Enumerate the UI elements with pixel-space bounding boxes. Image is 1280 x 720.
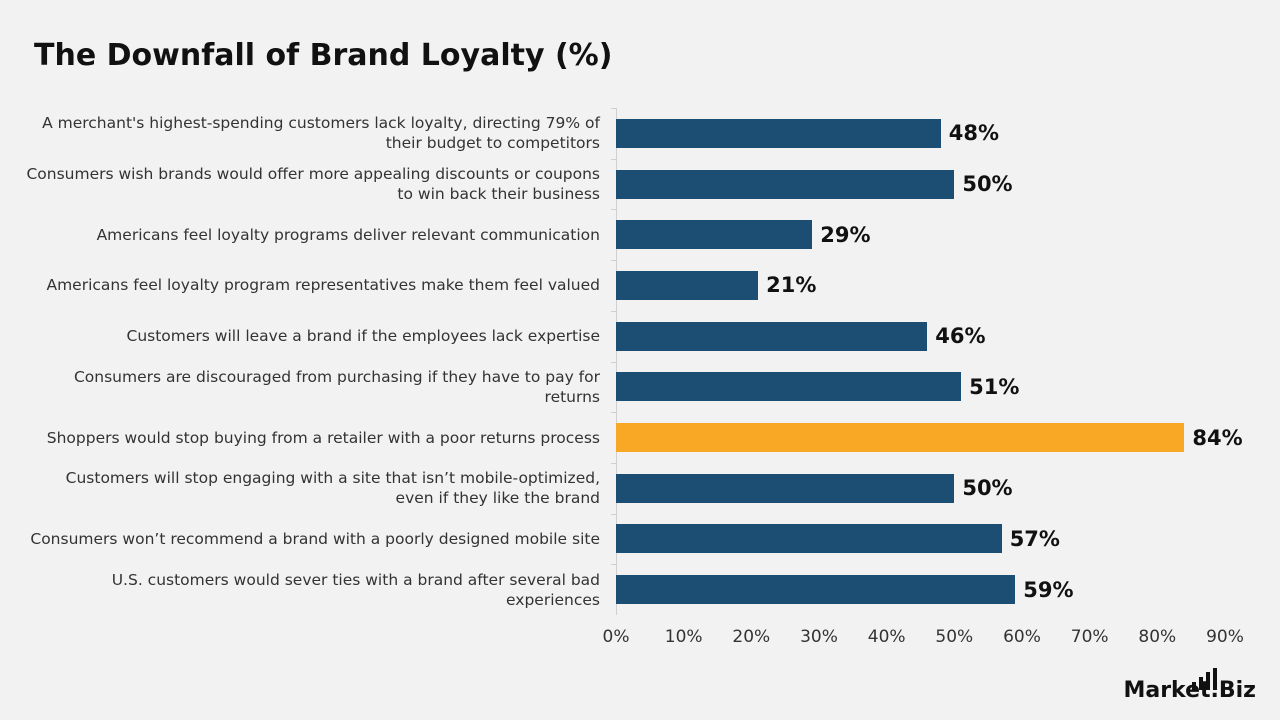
bar — [616, 372, 962, 402]
bar — [616, 220, 813, 250]
data-label: 48% — [948, 121, 1000, 146]
data-label: 84% — [1192, 425, 1243, 450]
y-tick-label: Customers will leave a brand if the empl… — [126, 327, 601, 346]
data-label: 21% — [766, 273, 817, 298]
x-tick-label: 60% — [1003, 627, 1041, 647]
data-label: 46% — [935, 324, 986, 349]
x-tick-label: 40% — [867, 627, 906, 647]
x-tick-label: 70% — [1070, 627, 1109, 647]
axis-line — [616, 108, 617, 615]
bar — [616, 524, 1002, 554]
y-tick-label: A merchant's highest-spending customers … — [42, 114, 600, 153]
data-label: 59% — [1023, 577, 1074, 602]
y-tick-label: Americans feel loyalty programs deliver … — [96, 225, 600, 244]
bar — [616, 169, 955, 199]
y-tick-label: Consumers wish brands would offer more a… — [26, 165, 600, 204]
data-label: 51% — [969, 374, 1020, 399]
tick-mark — [611, 108, 616, 109]
y-tick-label: Consumers are discouraged from purchasin… — [73, 367, 600, 406]
bar — [616, 118, 941, 148]
x-tick-label: 80% — [1138, 627, 1177, 647]
y-tick-label: U.S. customers would sever ties with a b… — [111, 570, 600, 609]
bar — [616, 473, 955, 503]
bar — [616, 575, 1016, 605]
x-tick-label: 0% — [602, 627, 630, 647]
x-tick-label: 20% — [732, 627, 771, 647]
y-tick-label: Customers will stop engaging with a site… — [65, 469, 600, 508]
tick-mark — [611, 209, 616, 211]
tick-mark — [611, 513, 616, 515]
x-tick-label: 30% — [800, 627, 838, 647]
tick-mark — [611, 462, 616, 464]
y-tick-label: Consumers won’t recommend a brand with a… — [30, 529, 600, 548]
chart-title: The Downfall of Brand Loyalty (%) — [34, 38, 613, 73]
data-label: 50% — [962, 476, 1013, 501]
logo-icon — [1192, 668, 1217, 690]
data-label: 29% — [820, 222, 871, 247]
bar — [616, 270, 759, 300]
y-tick-label: Americans feel loyalty program represent… — [46, 276, 600, 295]
tick-mark — [611, 158, 616, 160]
tick-mark — [611, 260, 616, 262]
tick-mark — [611, 310, 616, 312]
tick-mark — [611, 564, 616, 566]
x-tick-label: 10% — [664, 627, 703, 647]
logo: Market.Biz — [1123, 678, 1256, 703]
x-tick-label: 90% — [1206, 627, 1244, 647]
data-label: 50% — [962, 172, 1013, 197]
x-tick-label: 50% — [935, 627, 974, 647]
data-label: 57% — [1009, 526, 1060, 551]
tick-mark — [611, 412, 616, 414]
bar — [616, 321, 928, 351]
tick-mark — [611, 361, 616, 363]
bar — [616, 423, 1185, 453]
y-tick-label: Shoppers would stop buying from a retail… — [46, 428, 600, 447]
